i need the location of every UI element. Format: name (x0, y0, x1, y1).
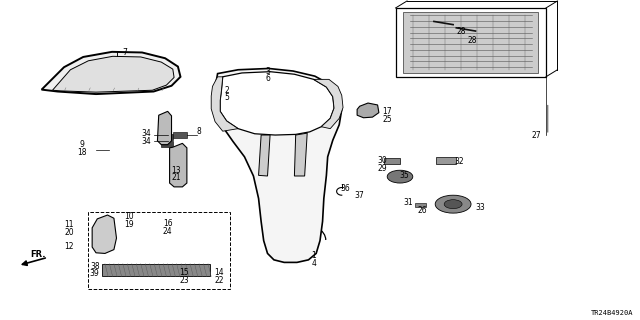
Text: 26: 26 (417, 206, 428, 215)
Polygon shape (170, 143, 187, 187)
Text: 25: 25 (382, 115, 392, 124)
Text: 2: 2 (225, 86, 230, 95)
Text: 39: 39 (90, 269, 100, 278)
Text: 3: 3 (265, 67, 270, 76)
Text: 15: 15 (179, 268, 189, 277)
Bar (436, 157, 456, 164)
Text: 19: 19 (124, 220, 134, 229)
Circle shape (387, 170, 413, 183)
Text: 9: 9 (79, 140, 84, 149)
Text: 34: 34 (141, 137, 151, 146)
Bar (102, 264, 210, 276)
Bar (403, 12, 538, 73)
Text: 21: 21 (172, 173, 180, 182)
Text: 28: 28 (468, 36, 477, 45)
Text: 12: 12 (65, 242, 74, 251)
Text: 33: 33 (475, 203, 485, 212)
Circle shape (435, 195, 471, 213)
Text: 37: 37 (355, 191, 365, 200)
Text: 20: 20 (64, 228, 74, 237)
Text: 10: 10 (124, 212, 134, 221)
Bar (88, 212, 230, 289)
Polygon shape (211, 77, 238, 131)
Polygon shape (314, 79, 343, 129)
Text: 38: 38 (90, 262, 100, 271)
Bar (173, 132, 187, 138)
Text: 24: 24 (163, 227, 173, 236)
Text: FR.: FR. (31, 250, 46, 259)
Bar (161, 134, 173, 140)
Text: 34: 34 (141, 129, 151, 138)
Text: 5: 5 (225, 93, 230, 102)
Text: 28: 28 (456, 28, 465, 36)
Text: 14: 14 (214, 268, 224, 277)
Text: 18: 18 (77, 148, 86, 157)
Polygon shape (259, 135, 270, 176)
Text: 27: 27 (531, 131, 541, 140)
Polygon shape (157, 111, 172, 145)
Polygon shape (215, 68, 342, 262)
Bar (396, 8, 546, 77)
Polygon shape (357, 103, 379, 118)
Bar (161, 141, 173, 147)
Text: 16: 16 (163, 219, 173, 228)
Text: 1: 1 (311, 251, 316, 260)
Text: 4: 4 (311, 259, 316, 268)
Bar (415, 203, 426, 207)
Text: 8: 8 (196, 127, 201, 136)
Text: 29: 29 (378, 164, 388, 173)
Text: TR24B4920A: TR24B4920A (591, 310, 634, 316)
Text: 22: 22 (214, 276, 223, 285)
Circle shape (444, 200, 462, 209)
Text: 36: 36 (340, 184, 351, 193)
Text: 23: 23 (179, 276, 189, 285)
Text: 30: 30 (378, 156, 388, 165)
Text: 17: 17 (382, 107, 392, 116)
Bar (384, 158, 400, 164)
Polygon shape (294, 133, 307, 176)
Text: 32: 32 (454, 157, 465, 166)
Polygon shape (42, 52, 180, 94)
Polygon shape (92, 215, 116, 253)
Text: 6: 6 (265, 74, 270, 83)
Polygon shape (52, 56, 174, 92)
Text: 31: 31 (403, 198, 413, 207)
Text: 7: 7 (122, 48, 127, 57)
Text: 35: 35 (399, 172, 410, 180)
Text: 13: 13 (171, 166, 181, 175)
Text: 11: 11 (65, 220, 74, 229)
Polygon shape (220, 72, 334, 135)
